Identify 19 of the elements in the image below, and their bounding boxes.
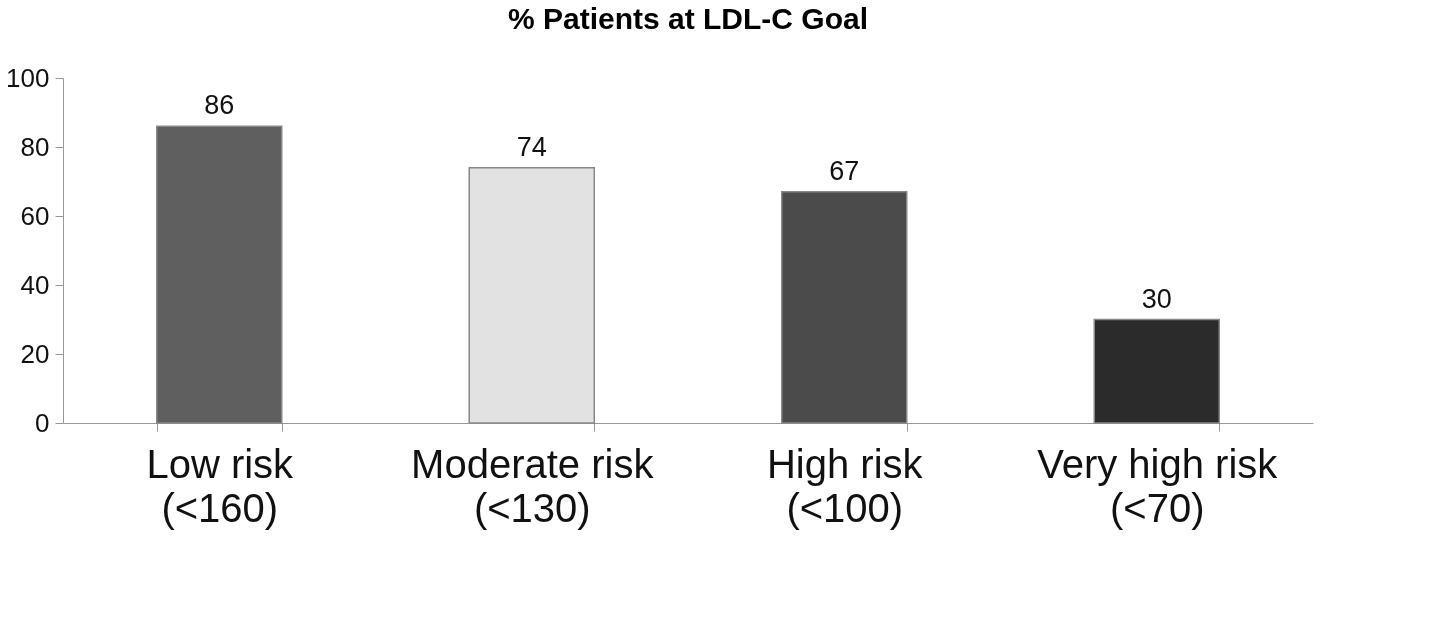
bar	[468, 166, 595, 424]
chart-title: % Patients at LDL-C Goal	[507, 2, 869, 35]
y-tick-label: 0	[35, 407, 50, 438]
x-tick-label: Very high risk (<70)	[1037, 441, 1279, 530]
y-tick-label: 100	[6, 62, 50, 93]
data-label: 74	[516, 131, 547, 162]
y-tick-label: 20	[20, 338, 50, 369]
x-tick-label: Low risk (<160)	[146, 441, 295, 530]
y-tick-label: 60	[20, 200, 50, 231]
bar	[1093, 318, 1220, 424]
x-tick-label: High risk (<100)	[766, 441, 924, 530]
y-tick-label: 80	[20, 131, 50, 162]
bar	[156, 125, 283, 424]
data-label: 30	[1141, 283, 1172, 314]
data-label: 67	[829, 155, 860, 186]
x-tick-label: Moderate risk (<130)	[411, 441, 655, 530]
data-label: 86	[204, 90, 235, 121]
bar	[781, 191, 908, 424]
y-tick-label: 40	[20, 269, 50, 300]
